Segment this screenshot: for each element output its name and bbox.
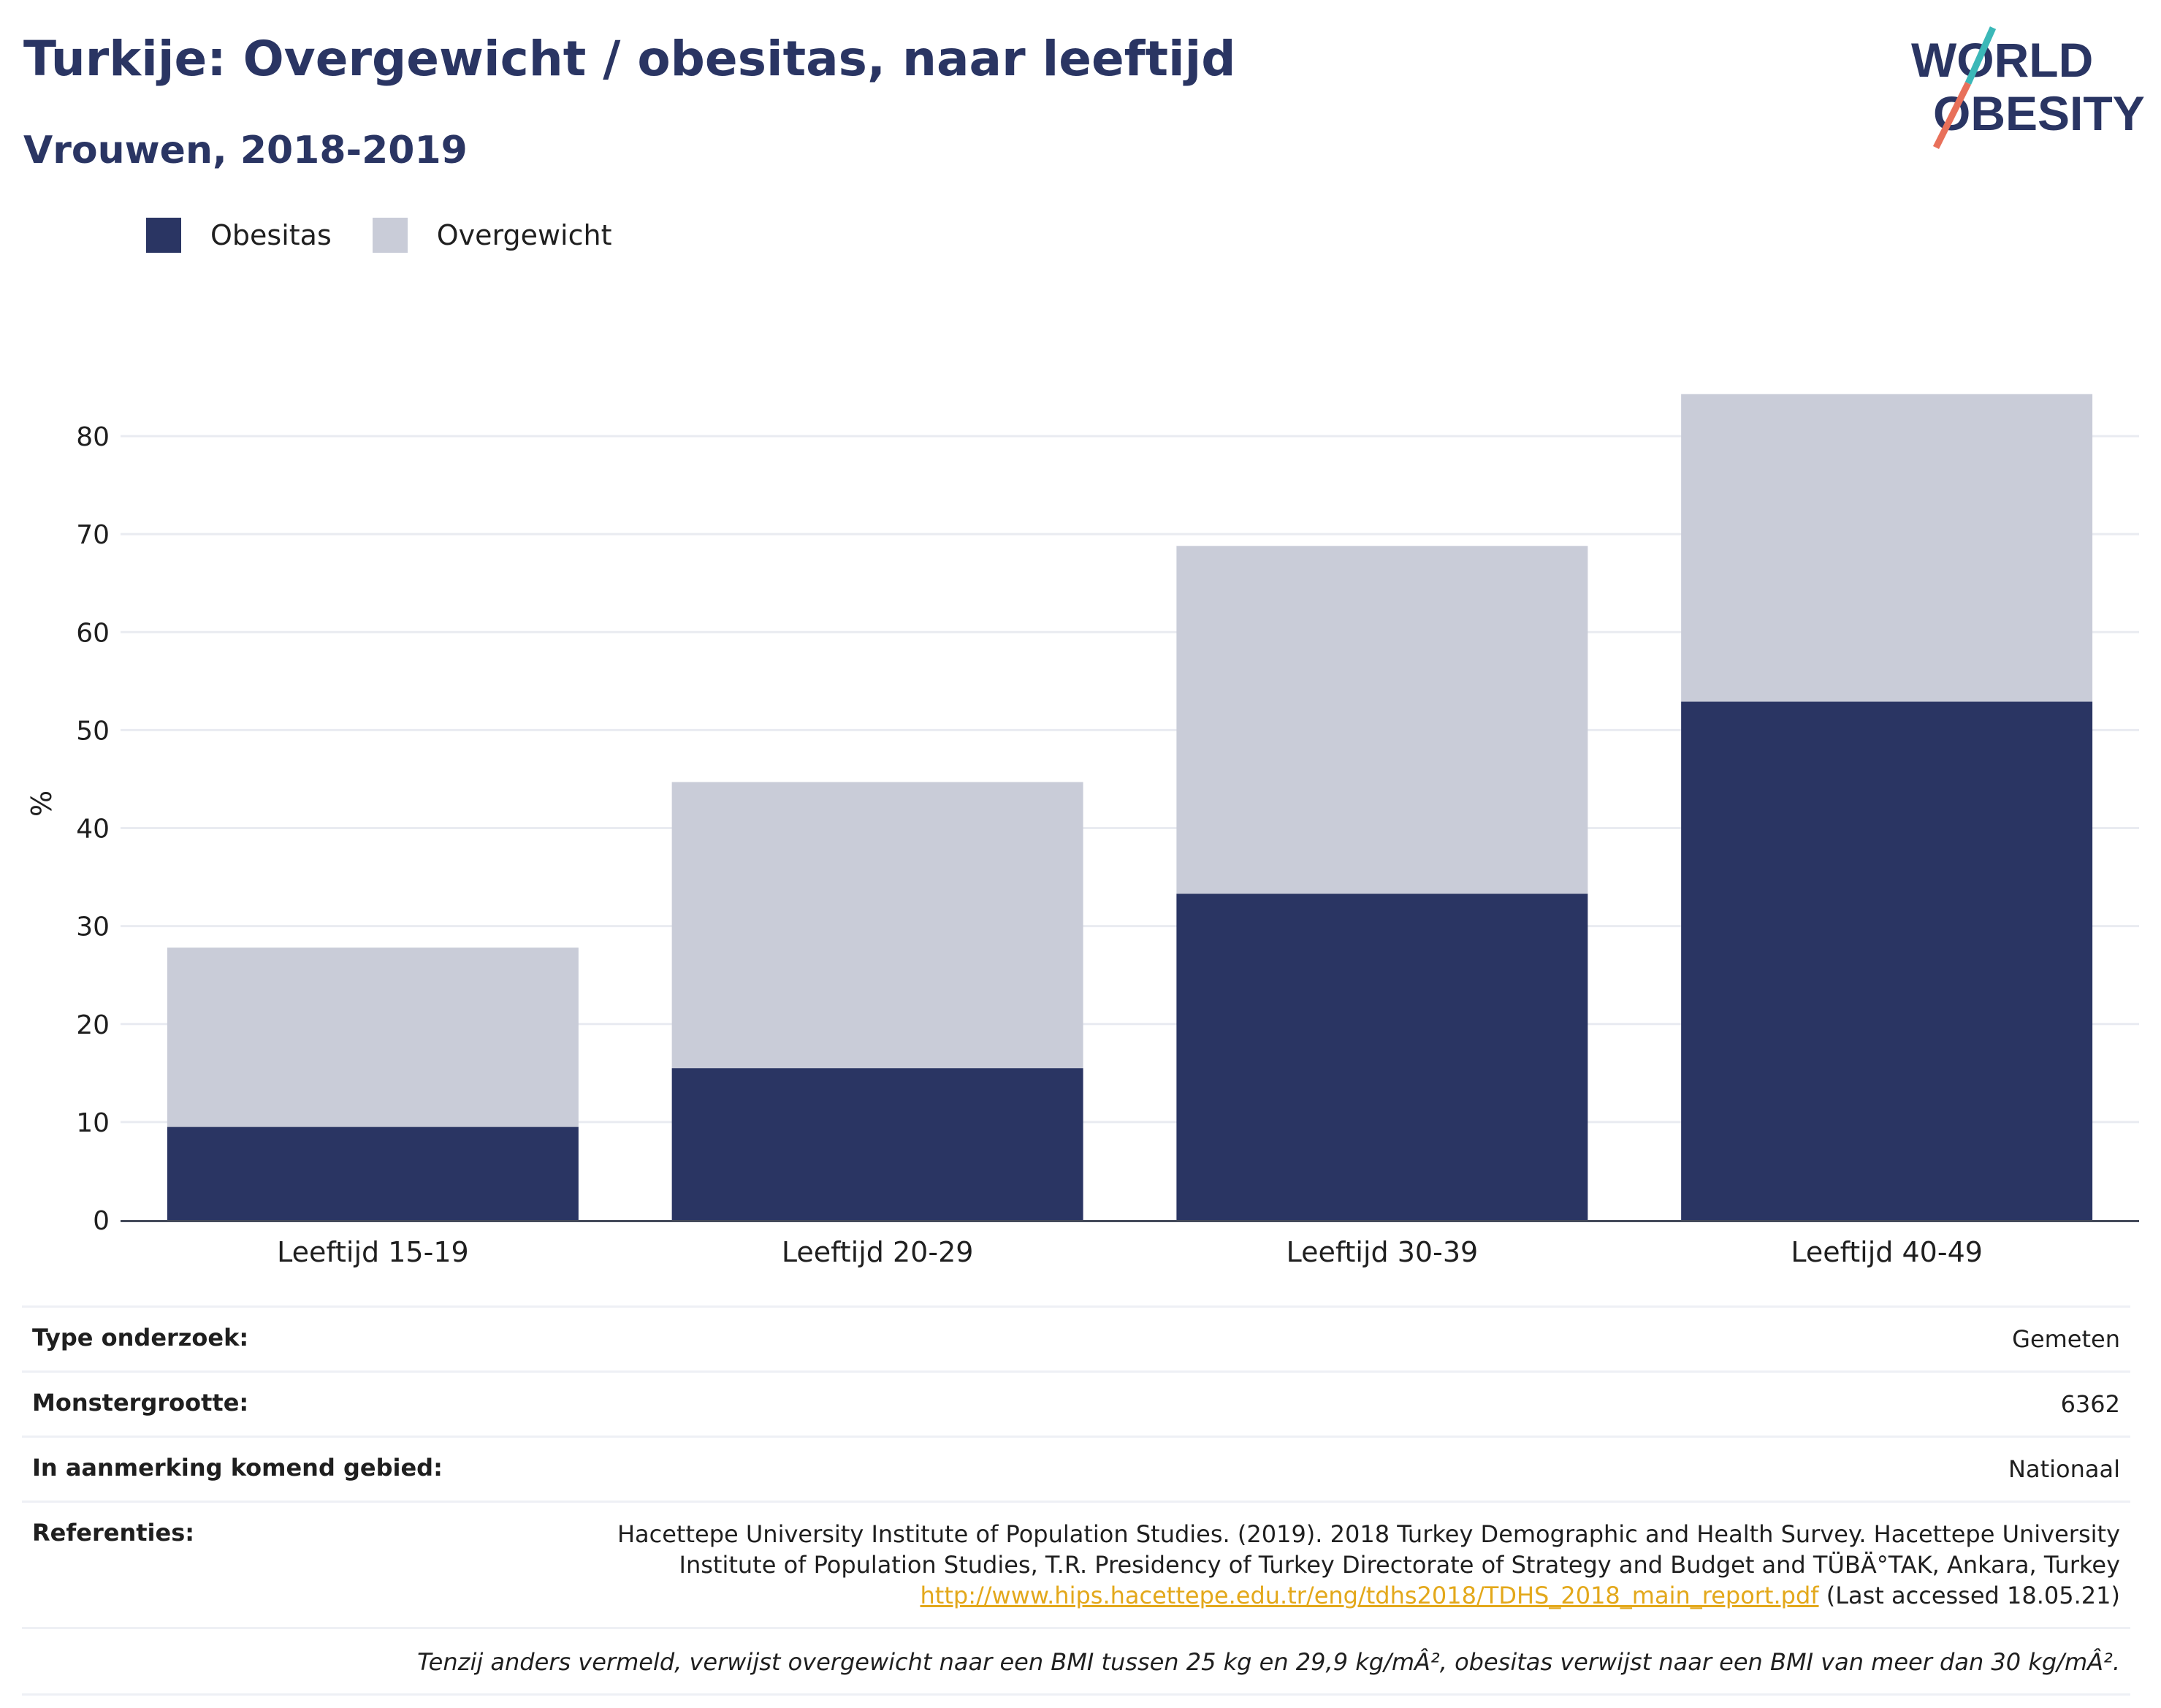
logo-text-line1: WORLD	[1911, 33, 2093, 87]
references-label: Referenties:	[32, 1519, 195, 1547]
legend-item-obesitas[interactable]: Obesitas	[146, 218, 332, 253]
references-accessed: (Last accessed 18.05.21)	[1818, 1582, 2120, 1609]
legend-swatch-obesitas	[146, 218, 181, 253]
info-table: Type onderzoek: Gemeten Monstergrootte: …	[22, 1305, 2130, 1696]
y-tick-label: 30	[76, 912, 110, 942]
chart-subtitle: Vrouwen, 2018-2019	[23, 129, 468, 172]
x-tick-label: Leeftijd 40-49	[1791, 1236, 1983, 1268]
logo-text-line2: OBESITY	[1933, 86, 2145, 140]
references-text: Hacettepe University Institute of Popula…	[617, 1520, 2120, 1579]
bar-obesitas-1[interactable]	[167, 1126, 579, 1220]
logo-stroke-teal	[1964, 26, 1997, 85]
y-tick-labels: 0 10 20 30 40 50 60 70 80	[76, 422, 110, 1236]
legend: Obesitas Overgewicht	[146, 218, 653, 253]
area-label: In aanmerking komend gebied:	[32, 1454, 443, 1482]
info-row-area: In aanmerking komend gebied: Nationaal	[22, 1436, 2130, 1501]
info-row-survey-type: Type onderzoek: Gemeten	[22, 1305, 2130, 1370]
references-link[interactable]: http://www.hips.hacettepe.edu.tr/eng/tdh…	[920, 1582, 1819, 1609]
bars	[167, 394, 2093, 1220]
y-tick-label: 0	[93, 1206, 110, 1236]
info-row-sample-size: Monstergrootte: 6362	[22, 1370, 2130, 1436]
bar-overgewicht-2[interactable]	[671, 782, 1083, 1069]
info-row-references: Referenties: Hacettepe University Instit…	[22, 1501, 2130, 1627]
sample-size-label: Monstergrootte:	[32, 1389, 249, 1417]
y-tick-label: 10	[76, 1108, 110, 1138]
bar-overgewicht-1[interactable]	[167, 948, 579, 1127]
chart-title: Turkije: Overgewicht / obesitas, naar le…	[23, 31, 1236, 87]
y-axis-label: %	[26, 790, 58, 817]
y-tick-label: 60	[76, 618, 110, 648]
references-value: Hacettepe University Institute of Popula…	[513, 1519, 2120, 1611]
y-tick-label: 50	[76, 716, 110, 746]
bar-obesitas-4[interactable]	[1681, 701, 2093, 1220]
y-tick-label: 80	[76, 422, 110, 452]
y-tick-label: 70	[76, 520, 110, 550]
definition-note: Tenzij anders vermeld, verwijst overgewi…	[22, 1627, 2130, 1696]
y-tick-label: 40	[76, 815, 110, 845]
survey-type-value: Gemeten	[2012, 1325, 2120, 1353]
x-tick-label: Leeftijd 15-19	[277, 1236, 469, 1268]
sample-size-value: 6362	[2060, 1390, 2120, 1418]
y-tick-label: 20	[76, 1010, 110, 1040]
bar-obesitas-2[interactable]	[671, 1068, 1083, 1220]
area-value: Nationaal	[2008, 1455, 2120, 1483]
world-obesity-logo: WORLD OBESITY	[1911, 26, 2145, 150]
bar-obesitas-3[interactable]	[1176, 893, 1588, 1220]
x-tick-label: Leeftijd 20-29	[782, 1236, 974, 1268]
legend-swatch-overgewicht	[372, 218, 408, 253]
x-tick-labels: Leeftijd 15-19 Leeftijd 20-29 Leeftijd 30-…	[277, 1236, 1983, 1268]
bar-overgewicht-4[interactable]	[1681, 394, 2093, 702]
bar-overgewicht-3[interactable]	[1176, 546, 1588, 894]
legend-item-overgewicht[interactable]: Overgewicht	[372, 218, 612, 253]
logo-stroke-coral	[1932, 81, 1972, 150]
x-tick-label: Leeftijd 30-39	[1287, 1236, 1479, 1268]
survey-type-label: Type onderzoek:	[32, 1324, 249, 1351]
legend-label-overgewicht: Overgewicht	[436, 219, 612, 251]
legend-label-obesitas: Obesitas	[210, 219, 332, 251]
